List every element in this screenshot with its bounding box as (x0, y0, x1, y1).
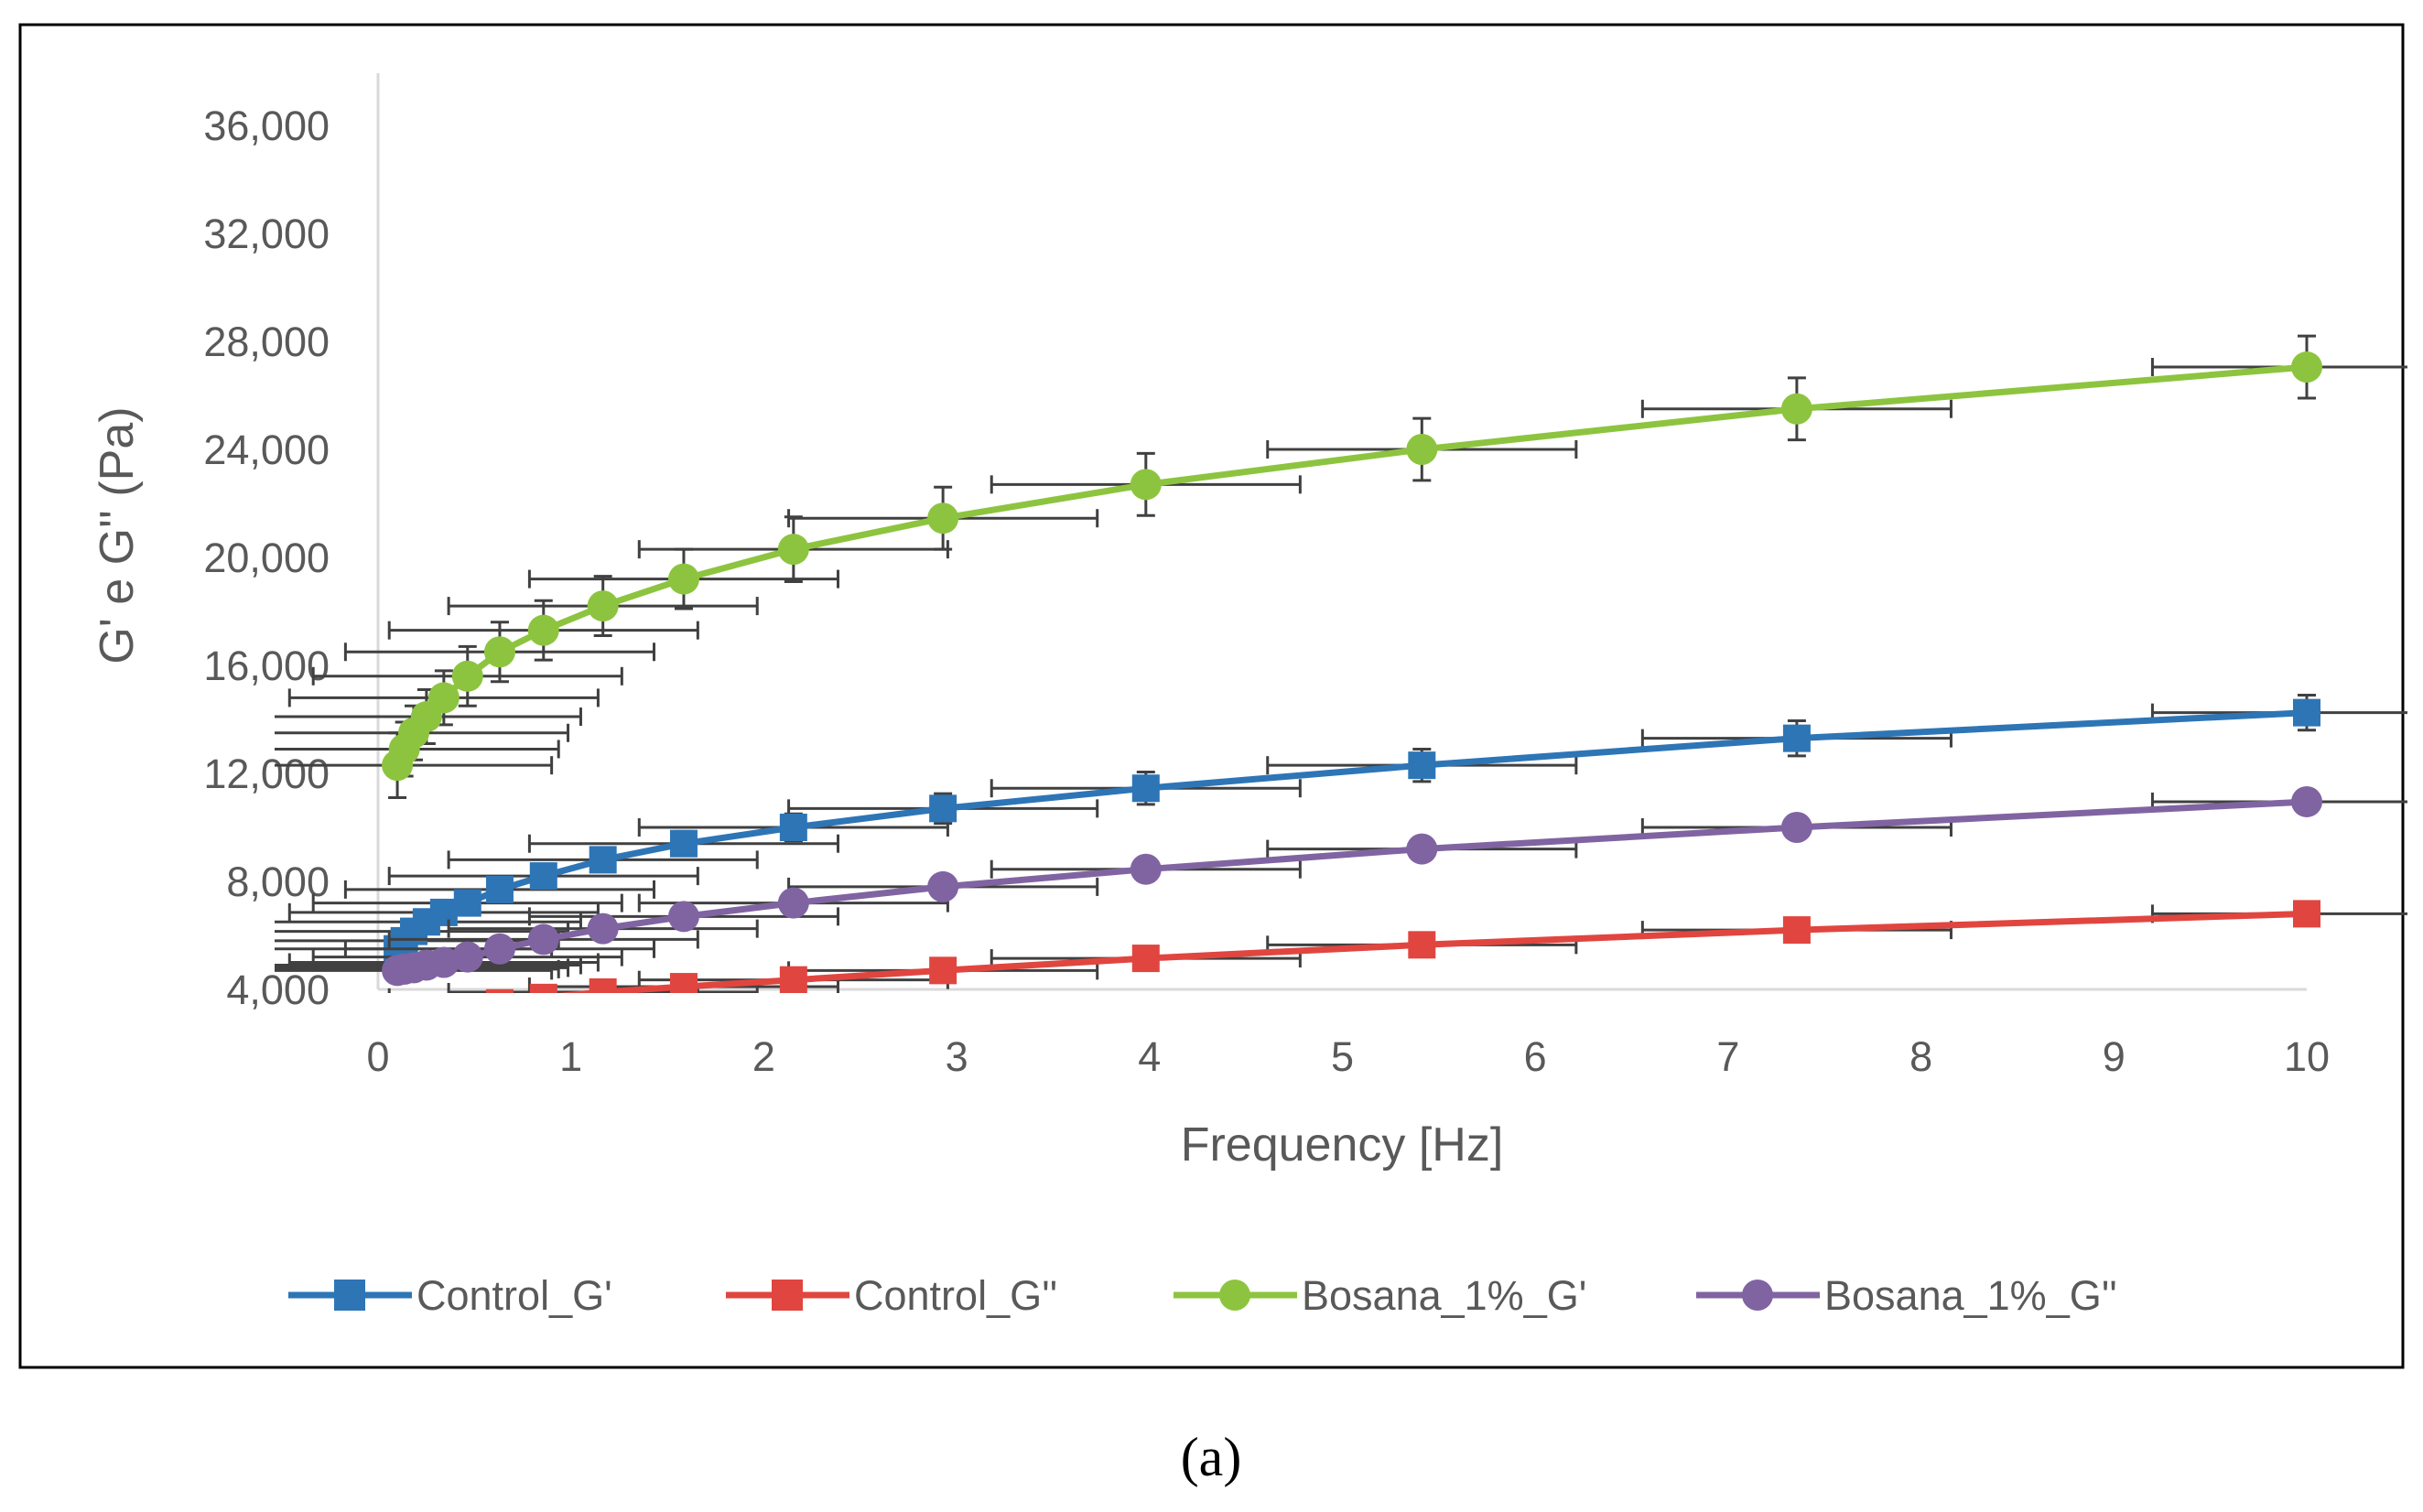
data-point (1131, 774, 1160, 803)
axes (376, 73, 2307, 991)
data-point (1780, 393, 1812, 425)
x-tick-label: 4 (1138, 1033, 1161, 1080)
data-point (667, 563, 699, 595)
data-point (485, 988, 514, 993)
data-point (777, 887, 809, 919)
legend-marker (334, 1280, 365, 1311)
data-point (427, 682, 460, 714)
figure-caption: (a) (1181, 1427, 1242, 1487)
data-point (427, 946, 460, 978)
y-tick-label: 32,000 (203, 211, 330, 257)
data-point (1780, 812, 1812, 843)
data-point (929, 956, 957, 985)
data-point (485, 875, 514, 903)
data-point (669, 829, 698, 858)
legend-marker (1219, 1280, 1250, 1311)
series-3 (275, 334, 2407, 800)
legend-label: Control_G'' (854, 1272, 1057, 1319)
data-point (589, 846, 617, 874)
legend-marker (772, 1280, 803, 1311)
data-point (1408, 751, 1436, 780)
plot-area (275, 334, 2407, 993)
x-tick-label: 9 (2103, 1033, 2126, 1080)
data-point (2291, 785, 2322, 817)
data-point (529, 983, 557, 993)
data-point (777, 534, 809, 566)
x-tick-label: 1 (559, 1033, 582, 1080)
legend-label: Bosana_1%_G' (1302, 1272, 1586, 1319)
x-tick-label: 8 (1909, 1033, 1932, 1080)
data-point (1406, 434, 1438, 465)
legend-marker (1742, 1280, 1773, 1311)
legend-label: Bosana_1%_G'' (1824, 1272, 2117, 1319)
legend-item: Bosana_1%_G'' (1696, 1272, 2117, 1319)
data-point (529, 862, 557, 891)
data-point (453, 889, 481, 917)
y-tick-label: 24,000 (203, 427, 330, 473)
data-point (1782, 724, 1811, 752)
data-point (669, 973, 698, 993)
y-tick-label: 36,000 (203, 103, 330, 149)
y-tick-label: 20,000 (203, 535, 330, 581)
data-point (483, 933, 515, 965)
x-axis-title: Frequency [Hz] (1181, 1118, 1504, 1172)
data-point (2293, 900, 2320, 928)
x-tick-label: 7 (1716, 1033, 1739, 1080)
y-tick-label: 16,000 (203, 643, 330, 689)
data-point (429, 898, 458, 926)
data-point (1130, 469, 1162, 501)
data-point (589, 977, 617, 993)
x-tick-label: 10 (2284, 1033, 2330, 1080)
data-point (483, 636, 515, 668)
data-point (927, 870, 959, 902)
y-tick-label: 12,000 (203, 751, 330, 797)
data-point (451, 660, 483, 692)
x-tick-label: 5 (1331, 1033, 1354, 1080)
data-point (587, 590, 619, 622)
data-point (929, 794, 957, 823)
x-tick-label: 2 (752, 1033, 775, 1080)
data-point (779, 966, 807, 993)
data-point (527, 923, 559, 956)
y-axis-title: G' e G'' (Pa) (91, 406, 144, 664)
y-tick-label: 28,000 (203, 319, 330, 365)
x-tick-label: 3 (946, 1033, 968, 1080)
legend-item: Control_G' (288, 1272, 612, 1319)
data-point (1782, 916, 1811, 945)
chart-frame (18, 23, 2405, 1369)
data-point (1130, 853, 1162, 885)
data-point (527, 614, 559, 646)
legend-label: Control_G' (416, 1272, 612, 1319)
x-axis-ticks: 0 1 2 3 4 5 6 7 8 9 10 (366, 1033, 2330, 1080)
data-point (587, 913, 619, 945)
y-tick-label: 4,000 (226, 967, 330, 1013)
data-point (779, 814, 807, 841)
legend-item: Bosana_1%_G' (1174, 1272, 1586, 1319)
series-2 (387, 900, 2407, 993)
data-point (2291, 351, 2322, 383)
series-line (557, 910, 2308, 993)
data-point (1408, 931, 1436, 959)
data-point (667, 901, 699, 933)
data-point (1406, 833, 1438, 865)
legend-item: Control_G'' (726, 1272, 1057, 1319)
y-axis-ticks: 4,0008,00012,00016,00020,00024,00028,000… (203, 103, 330, 1013)
x-tick-label: 6 (1524, 1033, 1547, 1080)
data-point (451, 941, 483, 973)
data-point (1131, 945, 1160, 973)
series-4 (275, 785, 2407, 987)
data-point (927, 502, 959, 535)
series-1 (275, 693, 2407, 963)
x-tick-label: 0 (366, 1033, 389, 1080)
data-point (2293, 698, 2320, 727)
legend: Control_G' Control_G'' Bosana_1%_G' Bosana_… (288, 1272, 2117, 1319)
